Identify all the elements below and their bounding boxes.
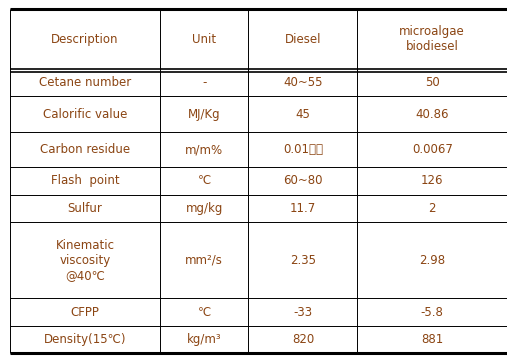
Text: 50: 50 <box>425 76 440 89</box>
Text: Cetane number: Cetane number <box>39 76 131 89</box>
Text: 11.7: 11.7 <box>290 202 316 215</box>
Text: 0.0067: 0.0067 <box>412 143 453 156</box>
Text: ℃: ℃ <box>197 306 211 319</box>
Text: Diesel: Diesel <box>285 33 321 46</box>
Text: MJ/Kg: MJ/Kg <box>188 108 221 121</box>
Text: CFPP: CFPP <box>70 306 99 319</box>
Text: -5.8: -5.8 <box>421 306 444 319</box>
Text: Unit: Unit <box>192 33 216 46</box>
Text: 0.01이하: 0.01이하 <box>283 143 323 156</box>
Text: 820: 820 <box>292 333 314 346</box>
Text: Carbon residue: Carbon residue <box>40 143 130 156</box>
Text: 881: 881 <box>421 333 443 346</box>
Text: Calorific value: Calorific value <box>43 108 127 121</box>
Text: m/m%: m/m% <box>185 143 223 156</box>
Text: Sulfur: Sulfur <box>67 202 102 215</box>
Text: Description: Description <box>51 33 119 46</box>
Text: Flash  point: Flash point <box>51 174 119 188</box>
Text: 40.86: 40.86 <box>415 108 449 121</box>
Text: mm²/s: mm²/s <box>185 254 223 267</box>
Text: microalgae
biodiesel: microalgae biodiesel <box>400 25 465 53</box>
Text: Density(15℃): Density(15℃) <box>44 333 126 346</box>
Text: 2: 2 <box>428 202 436 215</box>
Text: Kinematic
viscosity
@40℃: Kinematic viscosity @40℃ <box>55 239 115 282</box>
Text: ℃: ℃ <box>197 174 211 188</box>
Text: -: - <box>202 76 206 89</box>
Text: -33: -33 <box>294 306 312 319</box>
Text: 2.35: 2.35 <box>290 254 316 267</box>
Text: 40~55: 40~55 <box>283 76 322 89</box>
Text: 45: 45 <box>296 108 310 121</box>
Text: mg/kg: mg/kg <box>186 202 223 215</box>
Text: kg/m³: kg/m³ <box>187 333 222 346</box>
Text: 60~80: 60~80 <box>283 174 322 188</box>
Text: 2.98: 2.98 <box>419 254 445 267</box>
Text: 126: 126 <box>421 174 444 188</box>
